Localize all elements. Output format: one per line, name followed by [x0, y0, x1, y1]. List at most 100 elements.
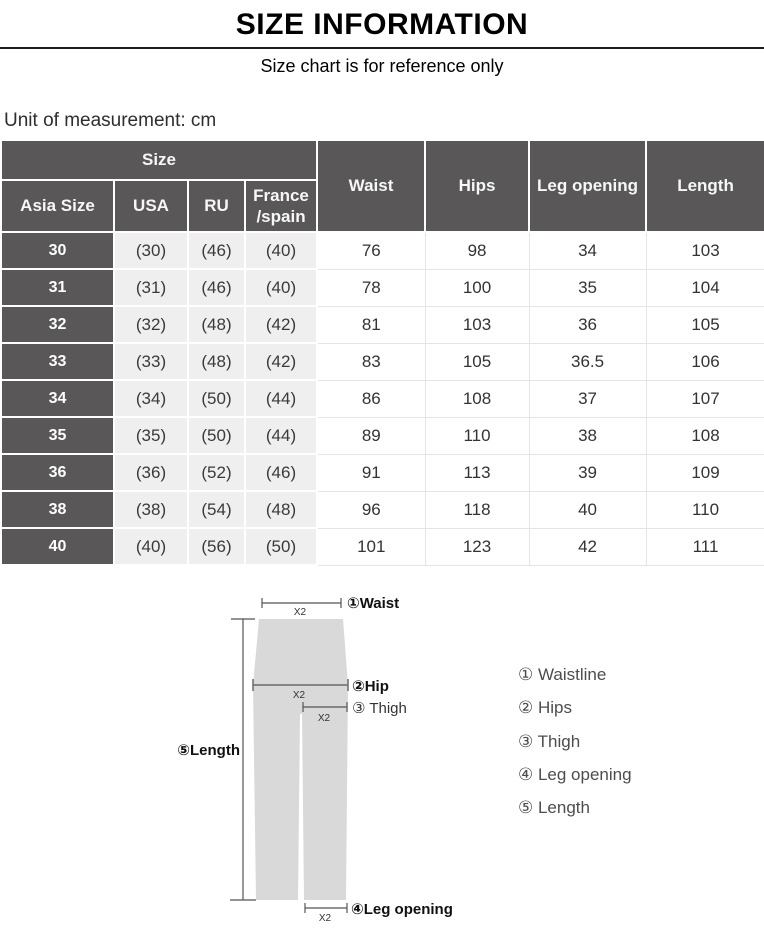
waist-cell: 86 [316, 379, 426, 418]
pants-diagram-svg: X2 ①Waist ⑤Length X2 ②Hip [177, 595, 632, 924]
france-cell: (48) [243, 490, 319, 529]
title-divider [0, 47, 764, 49]
column-length: Length [645, 139, 764, 233]
column-asia-size: Asia Size [0, 179, 115, 233]
leg-opening-cell: 38 [528, 416, 647, 455]
waist-cell: 101 [316, 527, 426, 566]
asia-cell: 30 [0, 231, 115, 270]
usa-cell: (38) [113, 490, 189, 529]
thigh-label: ③ Thigh [352, 700, 407, 717]
page: SIZE INFORMATION Size chart is for refer… [0, 8, 764, 929]
legend-item-hips: ② Hips [518, 698, 572, 717]
leg-opening-label: ④Leg opening [351, 901, 453, 918]
column-france-spain: France /spain [243, 179, 319, 233]
size-table-header: Size Waist Hips Leg opening Length Asia … [0, 139, 764, 233]
leg-opening-cell: 42 [528, 527, 647, 566]
size-table-body: 30 (30) (46) (40) 76 98 34 103 31 (31) (46) (40) 78 1… [0, 231, 764, 566]
table-row: 33 (33) (48) (42) 83 105 36.5 106 [0, 342, 764, 381]
waist-cell: 78 [316, 268, 426, 307]
hips-cell: 110 [424, 416, 530, 455]
table-row: 35 (35) (50) (44) 89 110 38 108 [0, 416, 764, 455]
ru-cell: (46) [187, 268, 246, 307]
france-cell: (42) [243, 342, 319, 381]
size-table: Size Waist Hips Leg opening Length Asia … [0, 139, 764, 566]
leg-opening-cell: 36 [528, 305, 647, 344]
hips-cell: 118 [424, 490, 530, 529]
length-cell: 111 [645, 527, 764, 566]
legend-item-thigh: ③ Thigh [518, 732, 580, 751]
usa-cell: (36) [113, 453, 189, 492]
asia-cell: 32 [0, 305, 115, 344]
hip-x2-label: X2 [293, 690, 306, 701]
column-hips: Hips [424, 139, 531, 233]
france-cell: (40) [243, 268, 319, 307]
waist-cell: 76 [316, 231, 426, 270]
length-cell: 109 [645, 453, 764, 492]
ru-cell: (46) [187, 231, 246, 270]
waist-cell: 83 [316, 342, 426, 381]
length-measure-line [230, 618, 256, 901]
usa-cell: (33) [113, 342, 189, 381]
unit-of-measurement-label: Unit of measurement: cm [4, 110, 217, 131]
hips-cell: 108 [424, 379, 530, 418]
waist-cell: 89 [316, 416, 426, 455]
usa-cell: (35) [113, 416, 189, 455]
measurement-diagram: X2 ①Waist ⑤Length X2 ②Hip [0, 574, 764, 929]
ru-cell: (48) [187, 342, 246, 381]
ru-cell: (56) [187, 527, 246, 566]
length-cell: 110 [645, 490, 764, 529]
ru-cell: (50) [187, 379, 246, 418]
asia-cell: 40 [0, 527, 115, 566]
length-cell: 105 [645, 305, 764, 344]
waist-x2-label: X2 [294, 607, 307, 618]
page-title: SIZE INFORMATION [235, 8, 529, 41]
hips-cell: 98 [424, 231, 530, 270]
ru-cell: (52) [187, 453, 246, 492]
leg-opening-measure-line [304, 903, 348, 913]
legend-item-waistline: ① Waistline [518, 665, 606, 684]
leg-opening-cell: 40 [528, 490, 647, 529]
column-group-size: Size [0, 139, 319, 181]
france-cell: (46) [243, 453, 319, 492]
france-cell: (42) [243, 305, 319, 344]
length-label: ⑤Length [177, 742, 240, 759]
usa-cell: (40) [113, 527, 189, 566]
table-row: 34 (34) (50) (44) 86 108 37 107 [0, 379, 764, 418]
usa-cell: (32) [113, 305, 189, 344]
length-cell: 108 [645, 416, 764, 455]
waist-cell: 96 [316, 490, 426, 529]
column-waist: Waist [316, 139, 427, 233]
pants-silhouette [253, 619, 348, 900]
thigh-x2-label: X2 [318, 713, 331, 724]
waist-measure-line [261, 598, 342, 608]
table-row: 36 (36) (52) (46) 91 113 39 109 [0, 453, 764, 492]
ru-cell: (48) [187, 305, 246, 344]
table-row: 38 (38) (54) (48) 96 118 40 110 [0, 490, 764, 529]
france-cell: (40) [243, 231, 319, 270]
table-row: 32 (32) (48) (42) 81 103 36 105 [0, 305, 764, 344]
ru-cell: (54) [187, 490, 246, 529]
ru-cell: (50) [187, 416, 246, 455]
column-usa: USA [113, 179, 189, 233]
france-cell: (50) [243, 527, 319, 566]
waist-label: ①Waist [347, 595, 399, 612]
leg-opening-cell: 36.5 [528, 342, 647, 381]
column-leg-opening: Leg opening [528, 139, 648, 233]
length-cell: 107 [645, 379, 764, 418]
leg-opening-x2-label: X2 [319, 913, 332, 924]
legend-item-leg-opening: ④ Leg opening [518, 765, 632, 784]
waist-cell: 91 [316, 453, 426, 492]
leg-opening-cell: 37 [528, 379, 647, 418]
leg-opening-cell: 39 [528, 453, 647, 492]
length-cell: 106 [645, 342, 764, 381]
table-row: 30 (30) (46) (40) 76 98 34 103 [0, 231, 764, 270]
subtitle: Size chart is for reference only [260, 56, 504, 76]
hips-cell: 100 [424, 268, 530, 307]
france-cell: (44) [243, 379, 319, 418]
france-cell: (44) [243, 416, 319, 455]
hips-cell: 103 [424, 305, 530, 344]
asia-cell: 34 [0, 379, 115, 418]
table-row: 40 (40) (56) (50) 101 123 42 111 [0, 527, 764, 566]
usa-cell: (30) [113, 231, 189, 270]
asia-cell: 33 [0, 342, 115, 381]
